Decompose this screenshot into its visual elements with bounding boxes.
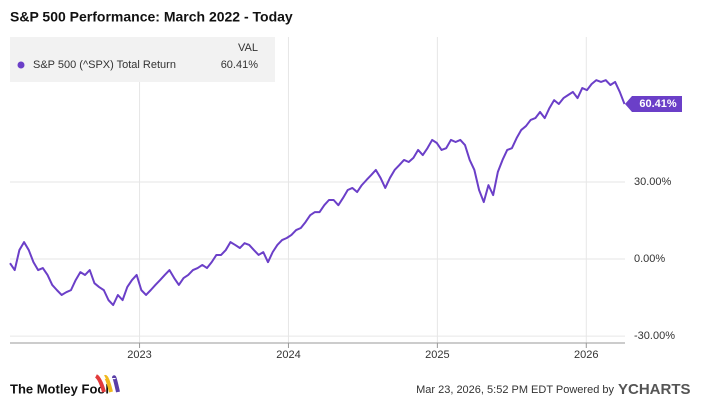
y-tick-label: 30.00% <box>634 176 672 188</box>
brand: The Motley Fool <box>10 381 109 396</box>
end-label: 60.41% <box>639 98 677 110</box>
legend-marker <box>17 61 25 69</box>
brand-logo-part <box>94 374 106 393</box>
y-tick-label: -30.00% <box>634 330 675 342</box>
timestamp: Mar 23, 2026, 5:52 PM EDT Powered by <box>416 384 614 396</box>
legend-header: VAL <box>238 42 258 54</box>
brand-logo <box>94 374 120 393</box>
x-tick-label: 2024 <box>276 349 300 361</box>
legend-box <box>10 37 275 82</box>
legend-value: 60.41% <box>221 59 259 71</box>
data-line <box>9 79 626 307</box>
x-tick-label: 2023 <box>127 349 151 361</box>
legend-label: S&P 500 (^SPX) Total Return <box>33 59 176 71</box>
brand-logo-part <box>103 374 113 393</box>
plot-area: -30.00% 0.00% 30.00% 2023 2024 2025 2026 60.41% <box>9 37 682 361</box>
x-tick-label: 2025 <box>425 349 449 361</box>
x-tick-label: 2026 <box>574 349 598 361</box>
chart-title: S&P 500 Performance: March 2022 - Today <box>10 9 293 25</box>
y-tick-label: 0.00% <box>634 253 665 265</box>
provider: YCHARTS <box>618 381 691 398</box>
brand-logo-part <box>112 375 120 393</box>
end-tag <box>625 95 682 112</box>
